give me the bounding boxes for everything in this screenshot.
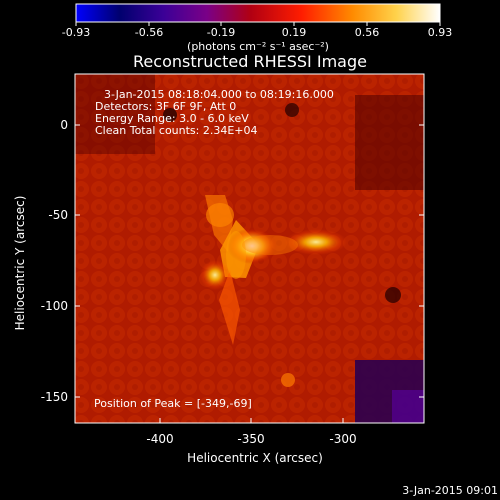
y-tick-label-1: 0 xyxy=(60,118,68,132)
image-title: Reconstructed RHESSI Image xyxy=(133,52,367,71)
y-axis-label: Heliocentric Y (arcsec) xyxy=(13,196,27,331)
y-tick-label-4: -150 xyxy=(41,390,68,404)
footer-timestamp: 3-Jan-2015 09:01 xyxy=(402,484,498,497)
colorbar-tick-label-1: -0.93 xyxy=(62,26,90,39)
colorbar-tick-label-4: 0.19 xyxy=(282,26,307,39)
rhessi-image xyxy=(75,74,424,423)
colorbar-units: (photons cm⁻² s⁻¹ asec⁻²) xyxy=(187,40,329,53)
colorbar-tick-label-3: -0.19 xyxy=(207,26,235,39)
peak-position-label: Position of Peak = [-349,-69] xyxy=(94,397,252,410)
colorbar-tick-label-2: -0.56 xyxy=(135,26,163,39)
info-line-4: Clean Total counts: 2.34E+04 xyxy=(95,124,258,137)
x-tick-label-3: -300 xyxy=(329,432,356,446)
info-line-1: 3-Jan-2015 08:18:04.000 to 08:19:16.000 xyxy=(104,88,334,101)
plot-frame xyxy=(74,73,425,424)
x-tick-label-2: -350 xyxy=(237,432,264,446)
y-tick-label-3: -100 xyxy=(41,299,68,313)
colorbar: -0.93 -0.56 -0.19 0.19 0.56 0.93 (photon… xyxy=(62,3,453,53)
y-tick-label-2: -50 xyxy=(48,208,68,222)
colorbar-gradient xyxy=(76,4,440,22)
x-axis-label: Heliocentric X (arcsec) xyxy=(187,451,323,465)
colorbar-tick-label-5: 0.56 xyxy=(355,26,380,39)
info-line-2: Detectors: 3F 6F 9F, Att 0 xyxy=(95,100,236,113)
x-tick-label-1: -400 xyxy=(146,432,173,446)
info-line-3: Energy Range: 3.0 - 6.0 keV xyxy=(95,112,249,125)
colorbar-frame xyxy=(75,3,441,23)
colorbar-tick-label-6: 0.93 xyxy=(428,26,453,39)
